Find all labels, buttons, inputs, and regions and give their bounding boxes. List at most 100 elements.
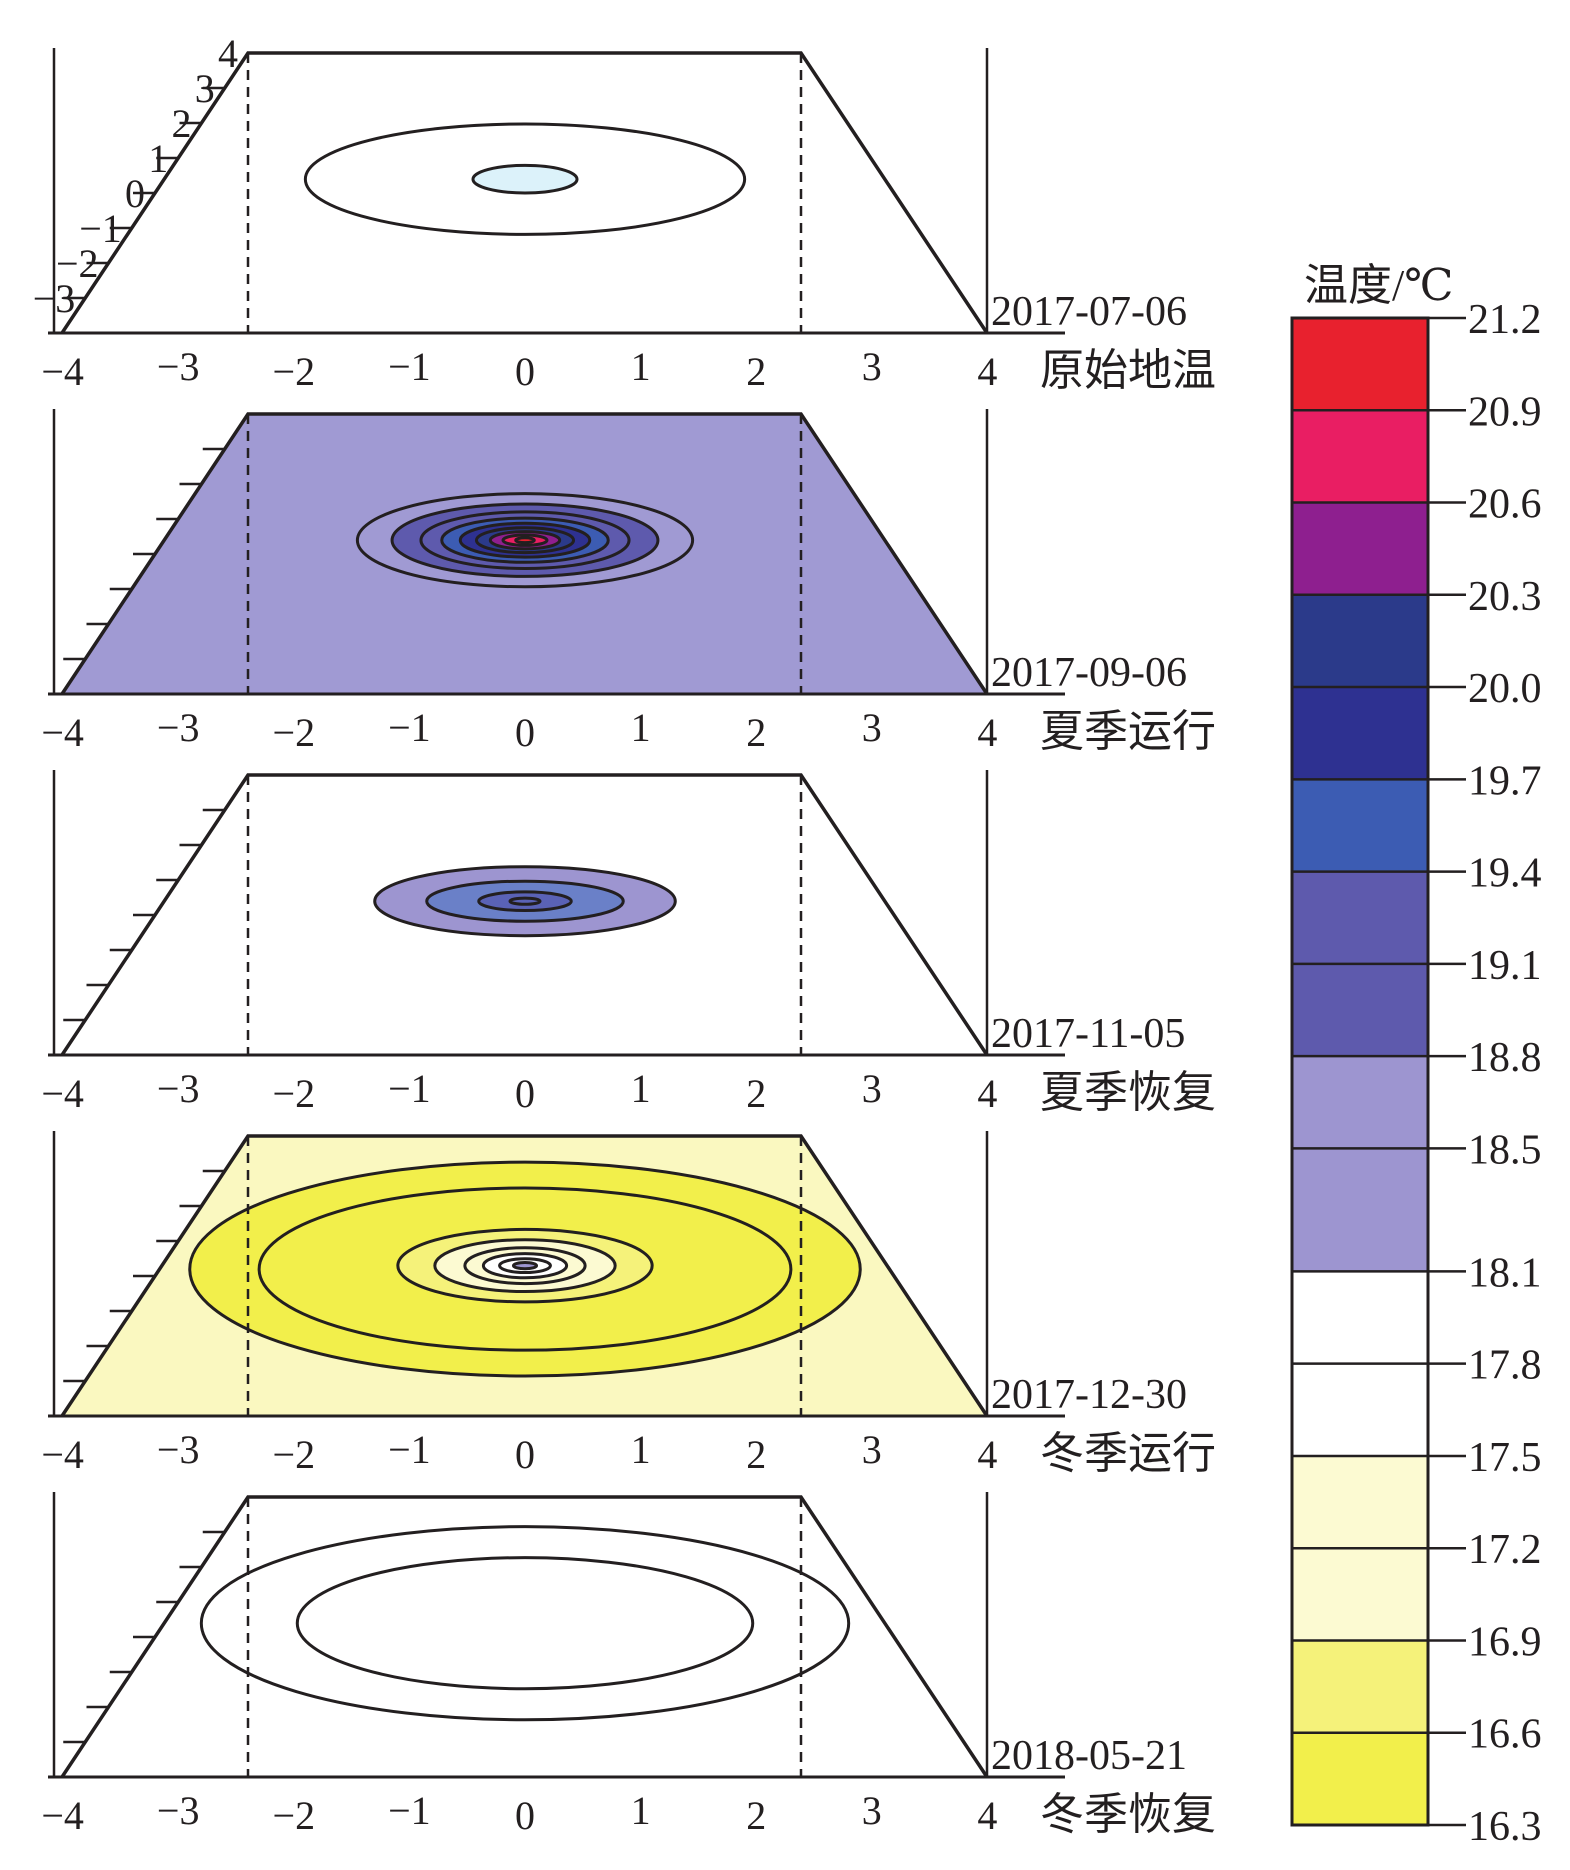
colorbar-label: 17.8 [1468, 1343, 1542, 1389]
x-tick-label: 2 [746, 1432, 766, 1477]
x-tick-label: 4 [977, 349, 997, 394]
x-tick-label: 2 [746, 1793, 766, 1838]
x-tick-label: 0 [515, 710, 535, 755]
colorbar-label: 17.2 [1468, 1527, 1542, 1573]
colorbar-label: 20.0 [1468, 666, 1542, 712]
x-tick-label: 3 [862, 1427, 882, 1472]
x-tick-label: −2 [273, 1793, 316, 1838]
colorbar-band [1292, 1640, 1428, 1733]
contour-8 [514, 536, 536, 545]
x-tick-label: −4 [41, 349, 84, 394]
colorbar-band [1292, 410, 1428, 503]
y-tick-label: 1 [148, 136, 168, 181]
x-tick-label: 4 [977, 1071, 997, 1116]
panel-phase: 冬季恢复 [1040, 1790, 1216, 1839]
contour-1 [295, 1556, 755, 1691]
x-tick-label: −4 [41, 1793, 84, 1838]
x-tick-label: −2 [273, 710, 316, 755]
colorbar: 21.2 20.9 20.6 20.3 20.0 19.7 19.4 19.1 18.8 18.5… [1290, 261, 1542, 1850]
colorbar-band [1292, 594, 1428, 688]
x-tick-label: 3 [862, 705, 882, 750]
colorbar-label: 20.9 [1468, 389, 1542, 435]
colorbar-label: 18.1 [1468, 1250, 1542, 1296]
x-tick-label: −4 [41, 710, 84, 755]
contours [355, 492, 695, 589]
x-tick-label: −3 [157, 1066, 200, 1111]
panels: −4 −3 −2 −1 0 1 2 3 4−3−2−1012342017-07-06原始地温−4… [33, 31, 1216, 1839]
colorbar-band [1292, 687, 1428, 780]
colorbar-band [1292, 1271, 1428, 1364]
y-tick-label: 2 [172, 101, 192, 146]
panel-date: 2018-05-21 [991, 1733, 1187, 1779]
x-tick-label: 3 [862, 344, 882, 389]
panel-phase: 冬季运行 [1040, 1429, 1216, 1478]
colorbar-label: 16.6 [1468, 1712, 1542, 1758]
contour-3 [508, 896, 542, 906]
colorbar-band [1292, 318, 1428, 411]
y-tick-label: −2 [56, 241, 99, 286]
x-tick-label: −2 [273, 1071, 316, 1116]
contours [188, 1160, 862, 1378]
y-tick-label: −3 [33, 276, 76, 321]
x-tick-label: 1 [631, 1788, 651, 1833]
colorbar-band [1292, 502, 1428, 595]
x-tick-label: 2 [746, 710, 766, 755]
contour-7 [511, 1261, 539, 1271]
panel-phase: 原始地温 [1040, 346, 1216, 395]
colorbar-label: 20.6 [1468, 482, 1542, 528]
x-tick-label: 1 [631, 344, 651, 389]
colorbar-label: 16.9 [1468, 1619, 1542, 1665]
panel-date: 2017-12-30 [991, 1372, 1187, 1418]
x-tick-label: 0 [515, 349, 535, 394]
x-tick-label: −4 [41, 1432, 84, 1477]
x-tick-label: −4 [41, 1071, 84, 1116]
colorbar-label: 16.3 [1468, 1804, 1542, 1850]
colorbar-label: 20.3 [1468, 574, 1542, 620]
x-tick-label: 4 [977, 710, 997, 755]
colorbar-band [1292, 963, 1428, 1057]
contours [199, 1525, 851, 1722]
y-tick-label: 3 [195, 66, 215, 111]
panel-date: 2017-09-06 [991, 650, 1187, 696]
x-tick-label: −3 [157, 1788, 200, 1833]
x-tick-label: −1 [388, 1427, 431, 1472]
x-tick-label: 0 [515, 1432, 535, 1477]
x-tick-label: 3 [862, 1066, 882, 1111]
panel-phase: 夏季恢复 [1040, 1068, 1216, 1117]
x-tick-label: 1 [631, 1066, 651, 1111]
x-tick-label: 1 [631, 705, 651, 750]
colorbar-band [1292, 1548, 1428, 1641]
panel-2017-11-05: −4 −3 −2 −1 0 1 2 3 4 2017-11-05 夏季恢复 [41, 770, 1216, 1117]
y-tick-label: 4 [218, 31, 238, 76]
colorbar-band [1292, 1056, 1428, 1149]
colorbar-label: 18.8 [1468, 1035, 1542, 1081]
colorbar-label: 18.5 [1468, 1127, 1542, 1173]
x-tick-label: 2 [746, 349, 766, 394]
contours [373, 865, 677, 938]
x-tick-label: −2 [273, 349, 316, 394]
contours [303, 122, 747, 236]
panel-2017-12-30: −4 −3 −2 −1 0 1 2 3 4 2017-12-30 冬季运行 [41, 1131, 1216, 1478]
x-tick-label: 1 [631, 1427, 651, 1472]
colorbar-label: 19.7 [1468, 758, 1542, 804]
panel-2018-05-21: −4 −3 −2 −1 0 1 2 3 4 2018-05-21 冬季恢复 [41, 1492, 1216, 1839]
colorbar-label: 17.5 [1468, 1435, 1542, 1481]
x-tick-label: 2 [746, 1071, 766, 1116]
x-tick-label: 0 [515, 1071, 535, 1116]
x-tick-label: −3 [157, 1427, 200, 1472]
x-tick-label: 4 [977, 1432, 997, 1477]
contour-1 [471, 163, 579, 195]
x-tick-label: −1 [388, 705, 431, 750]
x-tick-label: 0 [515, 1793, 535, 1838]
colorbar-band [1292, 779, 1428, 872]
colorbar-band [1292, 1148, 1428, 1272]
x-tick-label: 4 [977, 1793, 997, 1838]
panel-2017-09-06: −4 −3 −2 −1 0 1 2 3 4 2017-09-06 夏季运行 [41, 409, 1216, 756]
colorbar-label: 19.4 [1468, 851, 1542, 897]
colorbar-band [1292, 1455, 1428, 1549]
y-tick-label: 0 [125, 171, 145, 216]
panel-date: 2017-07-06 [991, 289, 1187, 335]
colorbar-title: 温度/℃ [1304, 261, 1453, 310]
